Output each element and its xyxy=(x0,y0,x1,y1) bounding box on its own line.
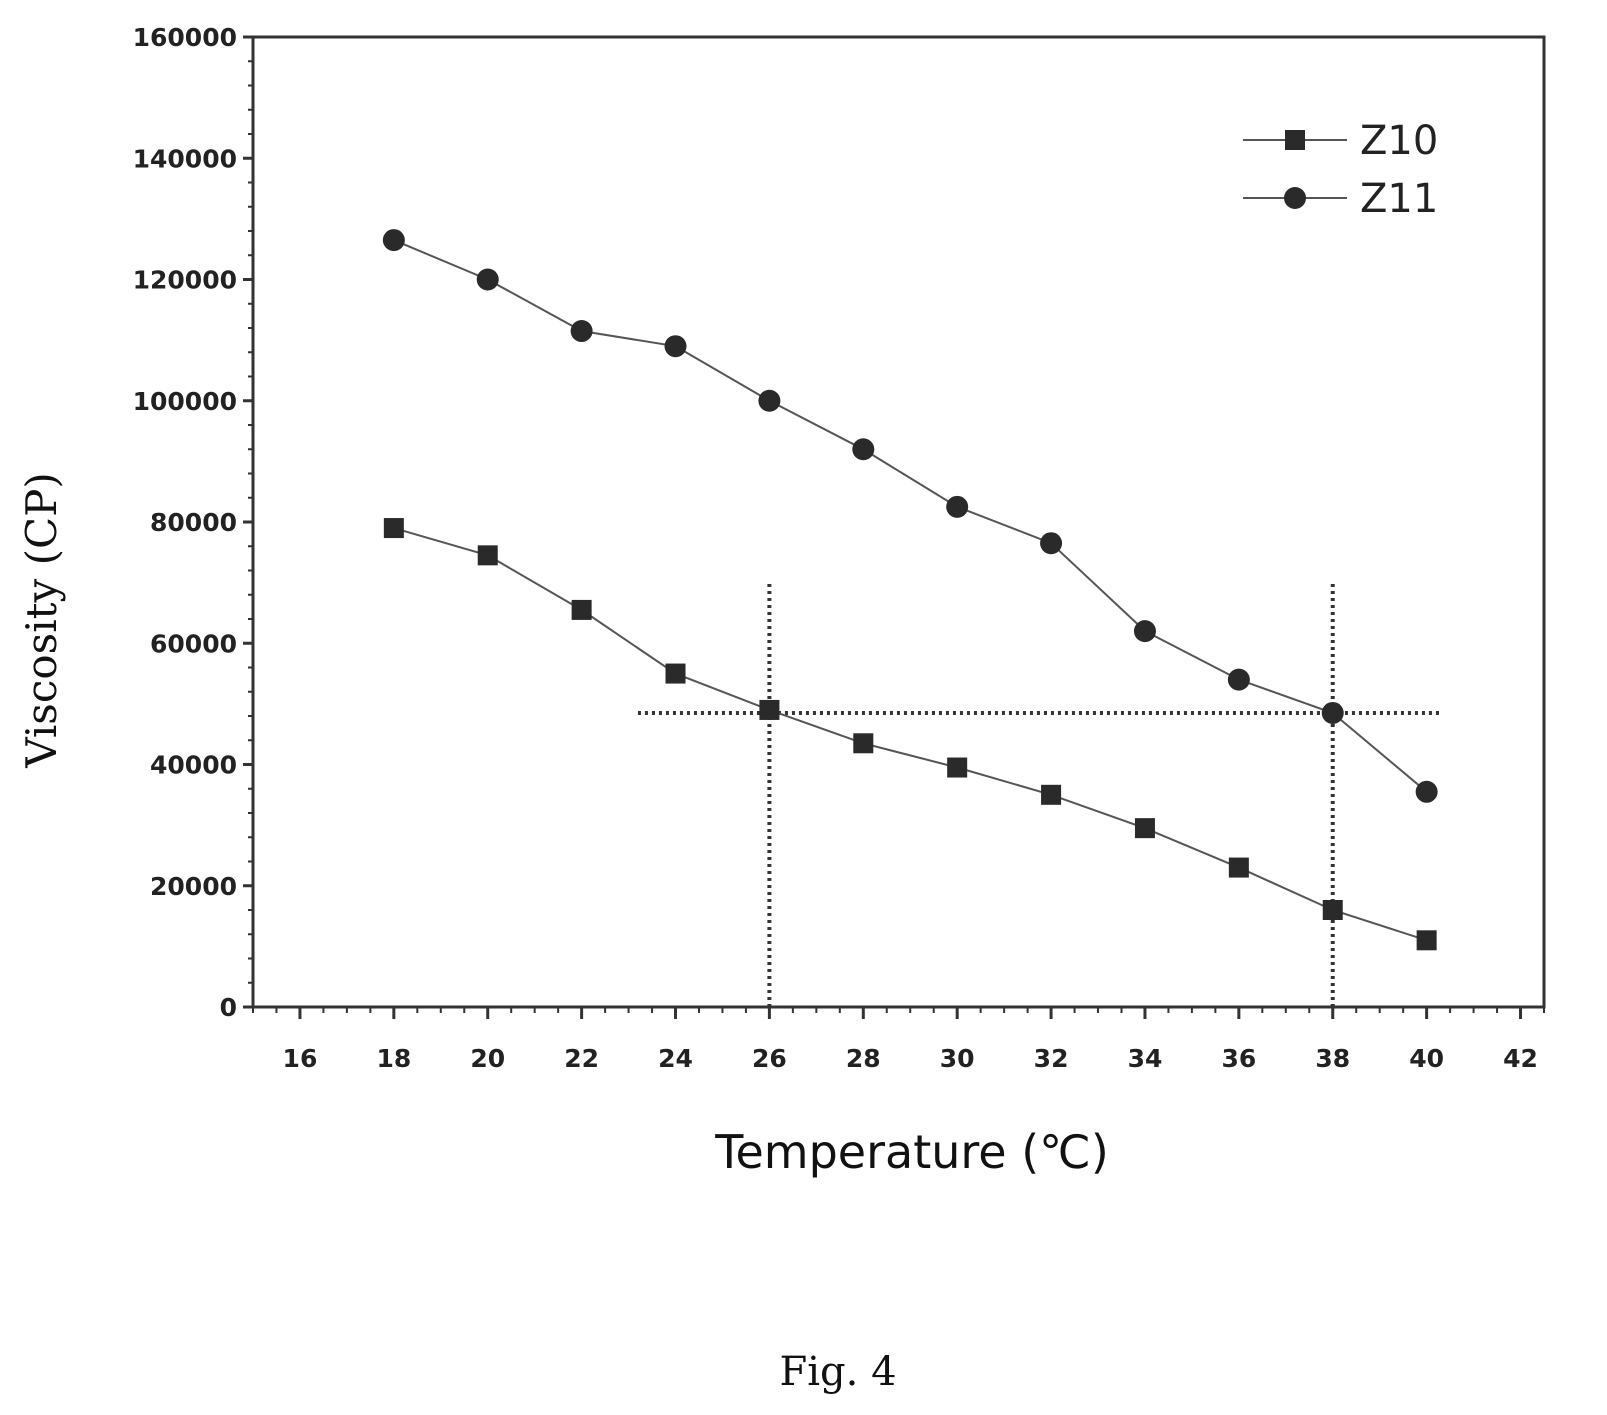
plot-frame xyxy=(251,35,1546,1009)
figure-caption: Fig. 4 xyxy=(779,1349,896,1395)
y-tick-label: 20000 xyxy=(150,872,237,901)
y-tick-label: 100000 xyxy=(133,387,237,416)
series-z10 xyxy=(383,518,1437,951)
x-tick-label: 34 xyxy=(1128,1044,1163,1073)
series-z11 xyxy=(382,229,1438,803)
data-point xyxy=(383,518,404,539)
data-point xyxy=(758,389,781,412)
y-tick-label: 120000 xyxy=(133,266,237,295)
x-tick-label: 26 xyxy=(752,1044,787,1073)
x-tick-label: 36 xyxy=(1221,1044,1256,1073)
x-axis-ticks: 16 18 20 22 24 26 28 30 32 34 36 38 40 42 xyxy=(252,1007,1545,1073)
series-line xyxy=(393,239,1428,793)
data-point xyxy=(1227,668,1250,691)
y-tick-label: 40000 xyxy=(150,751,237,780)
data-point xyxy=(1133,620,1156,643)
x-tick-label: 20 xyxy=(470,1044,505,1073)
y-axis-ticks: 0 20000 40000 60000 80000 100000 120000 140000 1… xyxy=(133,23,253,1022)
y-axis-title: Viscosity (CP) xyxy=(17,472,66,769)
x-axis-title: Temperature (℃) xyxy=(714,1125,1109,1179)
legend-marker xyxy=(1284,187,1306,209)
data-point xyxy=(476,268,499,291)
y-tick-label: 160000 xyxy=(133,23,237,52)
series-layer xyxy=(382,229,1438,951)
data-point xyxy=(1040,532,1063,555)
legend-label: Z11 xyxy=(1360,176,1438,222)
y-tick-label: 80000 xyxy=(150,508,237,537)
series-line xyxy=(393,527,1427,942)
data-point xyxy=(664,335,687,358)
reference-lines xyxy=(637,582,1441,1007)
data-point xyxy=(1228,857,1249,878)
legend-label: Z10 xyxy=(1360,118,1438,164)
data-point xyxy=(571,599,592,620)
data-point xyxy=(477,545,498,566)
y-tick-label: 140000 xyxy=(133,144,237,173)
x-tick-label: 28 xyxy=(846,1044,881,1073)
data-point xyxy=(1321,701,1344,724)
x-tick-label: 42 xyxy=(1503,1044,1538,1073)
y-tick-label: 60000 xyxy=(150,629,237,658)
data-point xyxy=(946,495,969,518)
legend-marker xyxy=(1285,130,1305,150)
x-tick-label: 16 xyxy=(283,1044,318,1073)
data-point xyxy=(382,229,405,252)
data-point xyxy=(852,438,875,461)
x-tick-label: 24 xyxy=(658,1044,693,1073)
data-point xyxy=(759,699,780,720)
x-tick-label: 22 xyxy=(564,1044,599,1073)
data-point xyxy=(947,757,968,778)
data-point xyxy=(1322,900,1343,920)
data-point xyxy=(665,663,686,684)
data-point xyxy=(853,733,874,754)
x-tick-label: 32 xyxy=(1034,1044,1069,1073)
y-tick-label: 0 xyxy=(220,993,237,1022)
data-point xyxy=(1415,780,1438,803)
x-tick-label: 30 xyxy=(940,1044,975,1073)
x-tick-label: 40 xyxy=(1409,1044,1444,1073)
data-point xyxy=(1134,818,1155,839)
x-tick-label: 18 xyxy=(376,1044,411,1073)
data-point xyxy=(1416,930,1437,951)
data-point xyxy=(570,320,593,343)
data-point xyxy=(1041,784,1062,805)
x-tick-label: 38 xyxy=(1315,1044,1350,1073)
